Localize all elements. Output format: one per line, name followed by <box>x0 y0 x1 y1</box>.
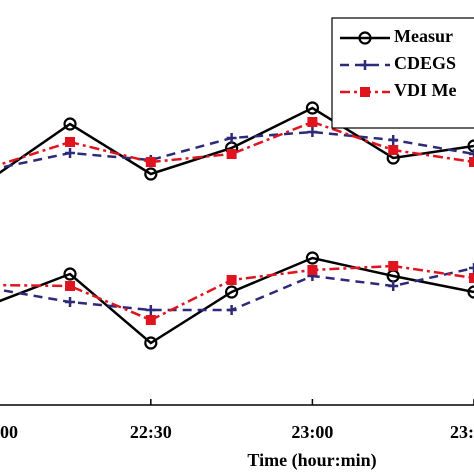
marker <box>388 261 399 271</box>
series-line <box>0 256 474 345</box>
x-tick-label: 23: <box>450 422 474 442</box>
marker <box>145 315 156 325</box>
marker <box>65 148 76 158</box>
marker <box>469 157 474 167</box>
marker <box>63 117 77 131</box>
marker <box>225 285 239 299</box>
marker <box>145 157 156 167</box>
marker <box>144 167 158 181</box>
marker <box>467 285 474 299</box>
marker <box>469 149 474 159</box>
marker <box>469 273 474 283</box>
marker <box>226 305 237 315</box>
x-tick-label: 22:30 <box>130 422 172 442</box>
x-axis-label: Time (hour:min) <box>247 450 376 471</box>
marker <box>467 139 474 153</box>
marker <box>305 251 320 265</box>
marker <box>226 275 237 285</box>
marker <box>145 305 156 315</box>
x-tick-label: 23:00 <box>291 422 333 442</box>
marker <box>307 127 318 137</box>
marker <box>65 137 76 147</box>
marker <box>63 267 77 281</box>
marker <box>388 145 399 155</box>
marker <box>388 281 399 291</box>
x-tick-label: 00 <box>0 422 18 442</box>
legend-label: Measur <box>394 26 453 46</box>
marker <box>307 117 318 127</box>
marker <box>226 133 237 143</box>
legend-label: CDEGS <box>394 53 456 73</box>
marker <box>65 281 76 291</box>
marker <box>226 149 237 159</box>
legend-label: VDI Me <box>394 80 456 100</box>
marker <box>358 31 372 45</box>
marker <box>307 265 318 275</box>
marker <box>469 263 474 273</box>
series-line <box>0 106 474 176</box>
marker <box>65 297 76 307</box>
marker <box>388 135 399 145</box>
marker <box>360 87 370 97</box>
legend-box <box>331 17 474 129</box>
marker <box>360 60 370 70</box>
marker <box>144 336 158 350</box>
marker <box>305 101 320 115</box>
